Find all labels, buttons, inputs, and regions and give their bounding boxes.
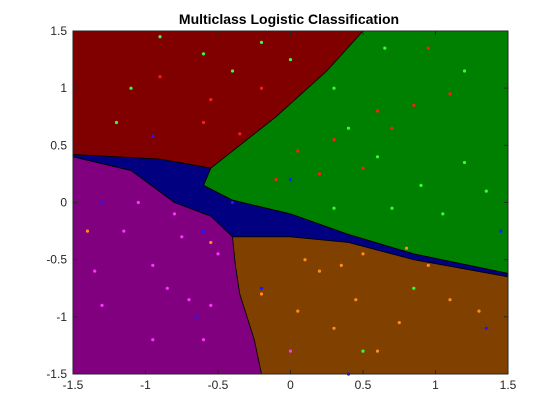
data-point <box>332 86 336 90</box>
data-point <box>397 321 401 325</box>
data-point <box>317 269 322 273</box>
data-point <box>412 286 416 290</box>
data-point <box>201 338 206 342</box>
x-tick-label: 1 <box>432 378 439 392</box>
data-point <box>259 286 264 290</box>
data-point <box>317 172 322 176</box>
data-point <box>448 298 452 302</box>
data-point <box>100 200 104 205</box>
x-tick-label: -1.5 <box>63 378 84 392</box>
data-point <box>209 303 213 307</box>
data-point <box>151 134 155 138</box>
data-point <box>303 258 307 262</box>
data-point <box>375 349 380 353</box>
data-point <box>201 52 206 56</box>
data-point <box>158 75 162 79</box>
x-tick-label: 0.5 <box>355 378 372 392</box>
x-tick-label: 1.5 <box>500 378 517 392</box>
data-point <box>426 263 430 267</box>
x-tick-label: 0 <box>287 378 294 392</box>
y-axis-ticks: 1.5 1 0.5 0 -0.5 -1 -1.5 <box>46 24 508 381</box>
data-point <box>158 35 162 39</box>
data-point <box>187 298 191 302</box>
data-point <box>354 298 358 302</box>
data-point <box>332 138 336 142</box>
data-points <box>85 35 503 376</box>
y-tick-label: 1.5 <box>50 24 67 38</box>
data-point <box>339 263 343 267</box>
data-point <box>332 326 336 330</box>
y-tick-label: 0.5 <box>50 138 67 152</box>
data-point <box>412 103 416 107</box>
data-point <box>499 229 503 233</box>
data-point <box>100 303 104 307</box>
data-point <box>165 286 169 290</box>
y-tick-label: -1.5 <box>46 367 67 381</box>
data-point <box>151 263 155 267</box>
data-point <box>390 126 394 130</box>
data-point <box>209 98 213 102</box>
data-point <box>230 200 235 205</box>
decision-regions <box>72 30 509 375</box>
data-point <box>383 46 387 50</box>
data-point <box>361 166 365 170</box>
data-point <box>462 69 467 73</box>
data-point <box>375 109 380 113</box>
data-point <box>136 200 140 205</box>
data-point <box>93 269 97 273</box>
data-point <box>114 120 119 125</box>
data-point <box>151 338 155 342</box>
data-point <box>361 252 365 256</box>
data-point <box>346 126 351 130</box>
data-point <box>274 178 278 182</box>
data-point <box>259 86 264 90</box>
data-point <box>288 349 293 353</box>
data-point <box>296 309 300 313</box>
y-tick-label: 0 <box>60 196 67 210</box>
data-point <box>129 86 133 90</box>
y-tick-label: -1 <box>56 310 67 324</box>
data-point <box>238 132 242 136</box>
data-point <box>361 349 365 353</box>
y-tick-label: -0.5 <box>46 253 67 267</box>
data-point <box>172 212 177 216</box>
data-point <box>296 149 300 153</box>
data-point <box>375 155 380 159</box>
data-point <box>484 326 488 330</box>
data-point <box>426 46 430 50</box>
data-point <box>259 40 264 45</box>
data-point <box>484 189 488 193</box>
data-point <box>230 69 235 73</box>
data-point <box>477 309 481 313</box>
data-point <box>288 58 293 62</box>
data-point <box>85 229 90 233</box>
data-point <box>194 315 198 319</box>
data-point <box>201 229 206 233</box>
x-axis-ticks: -1.5 -1 -0.5 0 0.5 1 1.5 <box>63 31 517 392</box>
data-point <box>332 206 336 210</box>
data-point <box>462 160 467 165</box>
data-point <box>122 229 126 233</box>
x-tick-label: -0.5 <box>208 378 229 392</box>
data-point <box>448 92 452 96</box>
data-point <box>180 235 184 239</box>
data-point <box>201 120 206 125</box>
data-point <box>419 183 423 187</box>
data-point <box>216 252 220 256</box>
data-point <box>390 206 394 210</box>
chart-title: Multiclass Logistic Classification <box>179 11 399 27</box>
y-tick-label: 1 <box>60 81 67 95</box>
data-point <box>404 246 409 250</box>
data-point <box>209 240 213 245</box>
x-tick-label: -1 <box>140 378 151 392</box>
data-point <box>259 292 264 296</box>
data-point <box>441 212 445 216</box>
data-point <box>288 178 293 182</box>
